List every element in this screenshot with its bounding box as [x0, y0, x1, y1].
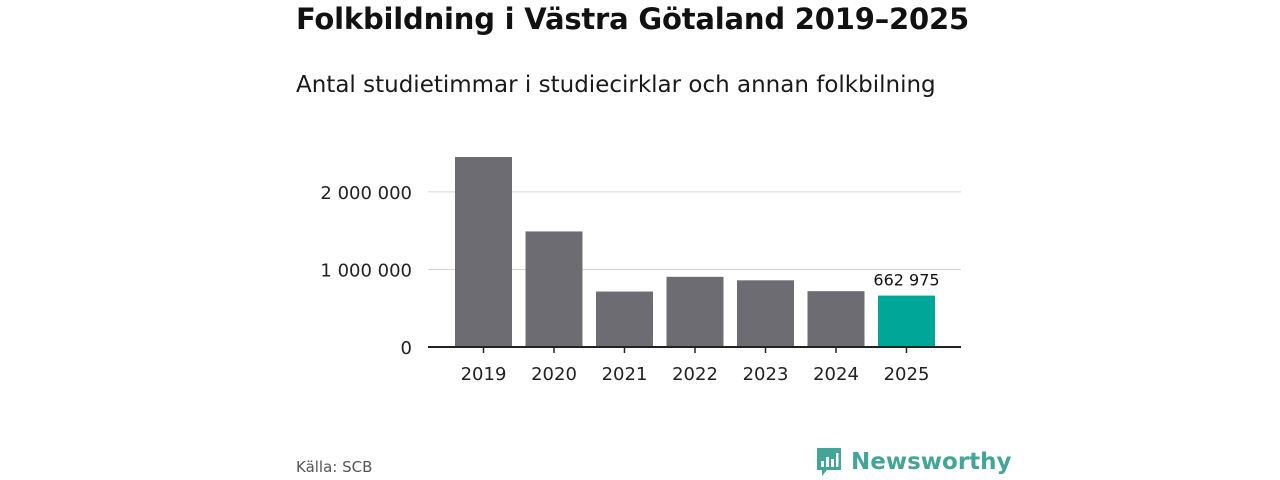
x-tick-label: 2020 — [531, 364, 577, 385]
chart-title: Folkbildning i Västra Götaland 2019–2025 — [296, 2, 969, 36]
x-tick-label: 2022 — [672, 364, 718, 385]
y-tick-label: 0 — [401, 338, 412, 359]
gridlines — [428, 191, 961, 270]
y-tick-label: 1 000 000 — [320, 260, 412, 281]
bar-2020 — [525, 231, 583, 347]
x-tick-label: 2024 — [813, 364, 859, 385]
newsworthy-logo: Newsworthy — [815, 446, 1012, 478]
brand-name: Newsworthy — [851, 449, 1012, 475]
newsworthy-chart-icon — [817, 448, 841, 476]
chart-subtitle: Antal studietimmar i studiecirklar och a… — [296, 72, 936, 98]
bar-2024 — [807, 291, 865, 347]
bar-2025 — [878, 295, 935, 347]
bar-2023 — [737, 280, 794, 347]
x-tick-label: 2021 — [602, 364, 648, 385]
x-tick-label: 2023 — [743, 364, 789, 385]
data-label: 662 975 — [873, 271, 939, 290]
y-tick-label: 2 000 000 — [320, 183, 412, 204]
y-axis-ticks: 0 1 000 000 2 000 000 — [320, 183, 412, 359]
x-axis-ticks: 2019 2020 2021 2022 2023 2024 2025 — [428, 346, 961, 385]
bar-2022 — [666, 276, 724, 347]
bar-2021 — [596, 291, 653, 347]
source-note: Källa: SCB — [296, 458, 373, 476]
bar-2019 — [455, 157, 512, 347]
data-labels: 662 975 — [873, 271, 939, 290]
bars — [455, 157, 935, 347]
x-tick-label: 2019 — [461, 364, 507, 385]
x-tick-label: 2025 — [884, 364, 930, 385]
